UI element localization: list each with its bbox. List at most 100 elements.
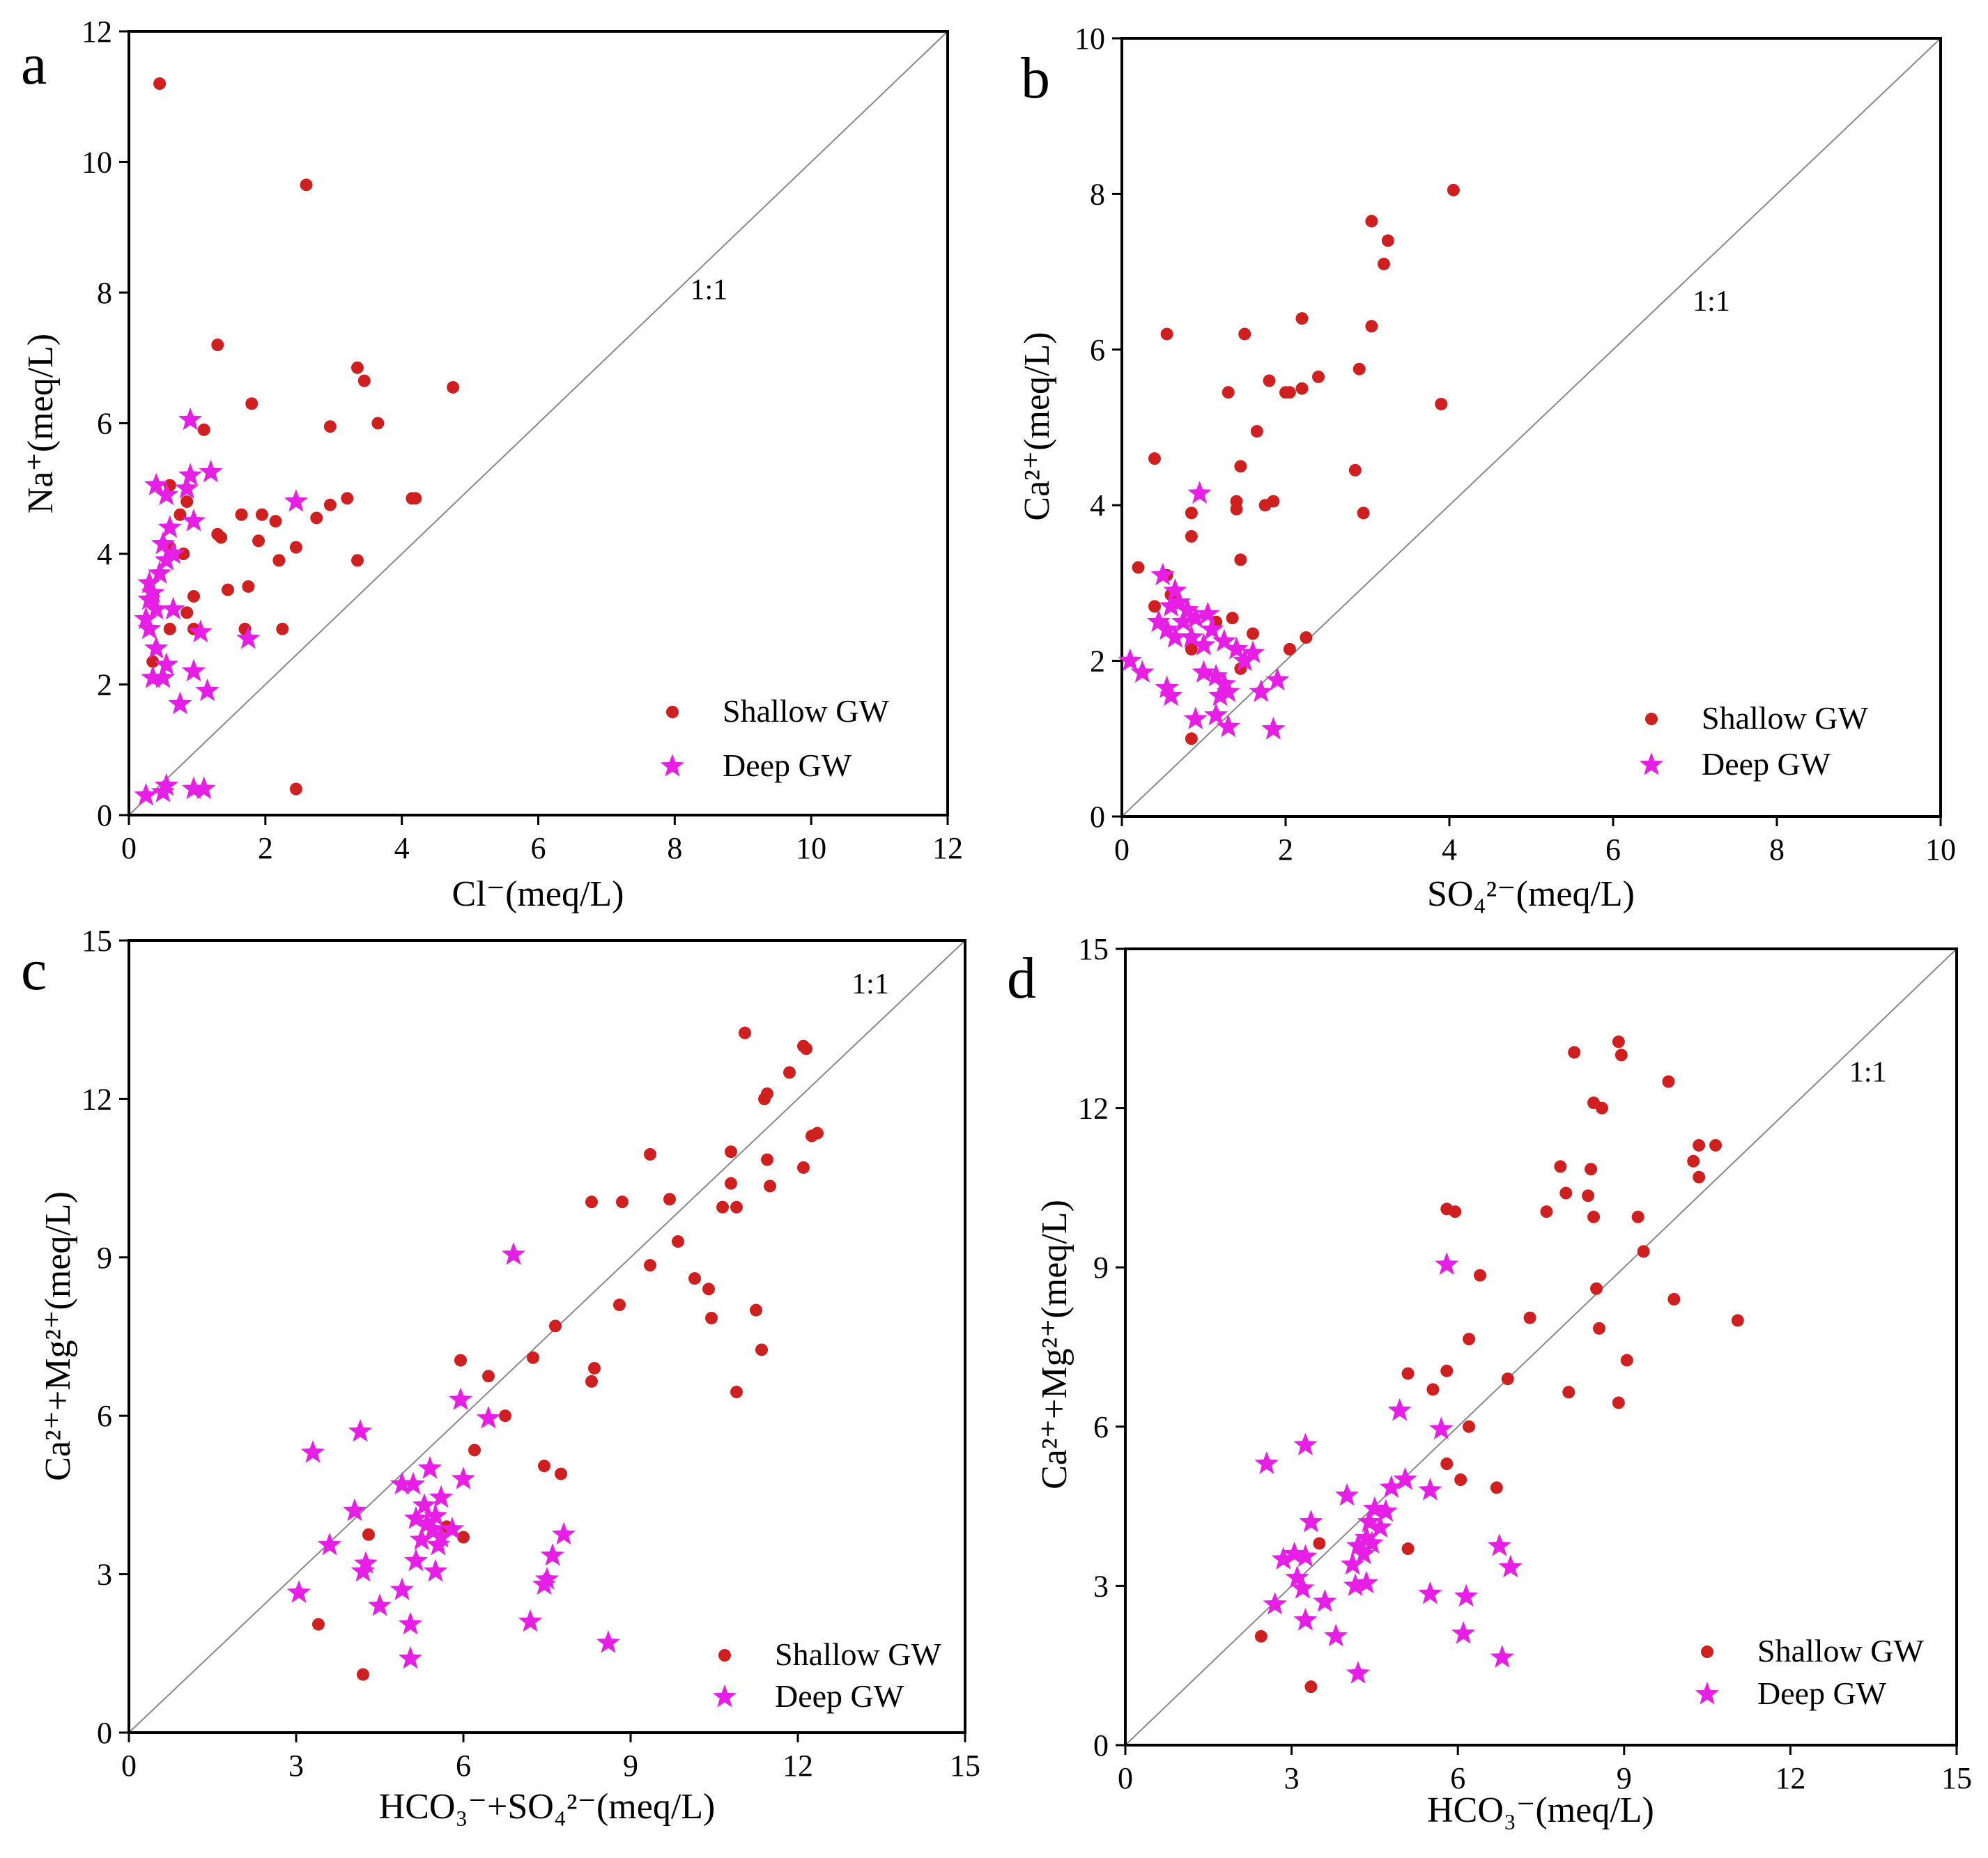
deep-gw-point	[1146, 609, 1171, 633]
deep-gw-point	[1490, 1645, 1514, 1668]
shallow-gw-point	[750, 1303, 762, 1317]
shallow-gw-point	[644, 1147, 656, 1161]
deep-gw-point	[1118, 648, 1142, 672]
shallow-gw-point	[585, 1195, 598, 1209]
deep-gw-point	[1293, 1432, 1318, 1455]
x-tick-label: 15	[1941, 1761, 1972, 1795]
y-tick-label: 8	[1090, 177, 1105, 211]
shallow-gw-point	[1185, 506, 1198, 520]
legend-deep-label: Deep GW	[723, 748, 852, 783]
deep-gw-point	[1335, 1482, 1359, 1506]
deep-gw-point	[390, 1577, 415, 1600]
shallow-gw-point	[1381, 234, 1394, 247]
x-tick-label: 12	[932, 831, 963, 865]
deep-gw-point	[134, 606, 158, 630]
deep-gw-point	[1263, 1592, 1287, 1615]
y-tick-label: 12	[82, 15, 112, 49]
one-to-one-line	[128, 31, 948, 816]
deep-gw-point	[1212, 628, 1236, 652]
deep-gw-point	[1192, 633, 1216, 656]
deep-gw-point	[141, 580, 165, 603]
shallow-gw-point	[146, 655, 160, 668]
deep-gw-point	[448, 1387, 473, 1410]
shallow-gw-point	[761, 1153, 773, 1166]
shallow-gw-point	[1365, 215, 1378, 228]
deep-gw-point	[1212, 672, 1236, 695]
deep-gw-point	[178, 463, 203, 486]
deep-gw-point	[429, 1485, 454, 1508]
shallow-gw-point	[1148, 600, 1161, 613]
x-tick-label: 0	[1118, 1761, 1133, 1795]
deep-gw-point	[1261, 716, 1286, 740]
shallow-gw-point	[1595, 1101, 1608, 1115]
shallow-gw-point	[1160, 327, 1173, 341]
shallow-gw-point	[409, 492, 422, 505]
shallow-gw-point	[1365, 320, 1378, 333]
shallow-gw-point	[1554, 1160, 1567, 1173]
shallow-gw-point	[197, 423, 210, 436]
shallow-gw-point	[585, 1375, 598, 1388]
plot-frame	[128, 939, 966, 1734]
deep-gw-point	[1204, 702, 1228, 726]
x-tick-label: 3	[1284, 1761, 1300, 1795]
shallow-gw-point	[755, 1343, 768, 1356]
deep-gw-point	[1429, 1416, 1454, 1440]
legend-deep-label: Deep GW	[1702, 746, 1831, 782]
x-tick-label: 0	[121, 1749, 137, 1783]
deep-gw-point	[540, 1543, 565, 1566]
shallow-gw-point	[1582, 1189, 1595, 1202]
deep-gw-point	[188, 619, 213, 643]
shallow-gw-point	[1313, 1537, 1326, 1550]
shallow-gw-point	[783, 1066, 796, 1079]
deep-gw-point	[1451, 1621, 1476, 1644]
shallow-gw-point	[341, 492, 354, 505]
deep-gw-point	[1285, 1565, 1309, 1588]
deep-gw-point	[192, 776, 216, 800]
deep-gw-point	[1271, 1547, 1295, 1570]
shallow-gw-point	[1435, 397, 1448, 410]
deep-gw-point	[429, 1524, 454, 1548]
y-tick-label: 9	[97, 1241, 112, 1275]
deep-gw-point	[390, 1471, 415, 1495]
deep-gw-point	[1379, 1475, 1403, 1498]
shallow-gw-point	[323, 420, 337, 433]
shallow-gw-point	[310, 511, 323, 525]
deep-gw-point	[423, 1558, 448, 1582]
legend-shallow-marker	[718, 1649, 731, 1662]
shallow-gw-point	[187, 589, 201, 603]
deep-gw-point	[181, 509, 206, 532]
deep-gw-point	[420, 1517, 445, 1540]
deep-gw-point	[1171, 609, 1196, 633]
shallow-gw-point	[549, 1319, 562, 1333]
legend-shallow-label: Shallow GW	[723, 693, 890, 729]
deep-gw-point	[154, 652, 178, 675]
shallow-gw-point	[1230, 502, 1243, 516]
shallow-gw-point	[1637, 1245, 1650, 1258]
deep-gw-point	[1208, 683, 1233, 706]
deep-gw-point	[440, 1517, 465, 1540]
panel-b: 1:1 0 2 4 6 8 10 0 2 4 6 8 10 SO₄²⁻(meq/L) Ca²⁺(meq/L)…	[1017, 22, 1956, 914]
y-axis-title: Ca²⁺(meq/L)	[1017, 332, 1057, 520]
deep-gw-point	[1249, 679, 1273, 702]
deep-gw-point	[1346, 1661, 1371, 1684]
shallow-gw-point	[1562, 1386, 1575, 1399]
shallow-gw-point	[357, 1668, 369, 1681]
deep-gw-point	[1130, 660, 1155, 683]
deep-gw-point	[147, 561, 172, 584]
x-axis-title: HCO₃⁻(meq/L)	[1427, 1790, 1654, 1830]
shallow-gw-point	[180, 495, 194, 508]
shallow-gw-point	[1401, 1367, 1415, 1380]
shallow-gw-point	[163, 622, 176, 635]
x-axis-title: SO₄²⁻(meq/L)	[1427, 874, 1635, 914]
shallow-gw-point	[1283, 386, 1296, 399]
deep-gw-point	[168, 691, 192, 715]
deep-gw-point	[1373, 1499, 1398, 1522]
y-tick-label: 3	[1093, 1569, 1109, 1603]
shallow-gw-point	[1474, 1269, 1487, 1282]
deep-gw-point	[423, 1503, 448, 1526]
panel-a: 1:1 0 2 4 6 8 10 12 0 2 4 6 8 10 12 Cl⁻(meq/L) Na⁺(meq/L…	[21, 15, 963, 914]
deep-gw-point	[137, 571, 162, 594]
shallow-gw-point	[1501, 1372, 1514, 1386]
shallow-gw-point	[457, 1531, 470, 1544]
shallow-gw-point	[1693, 1170, 1706, 1184]
